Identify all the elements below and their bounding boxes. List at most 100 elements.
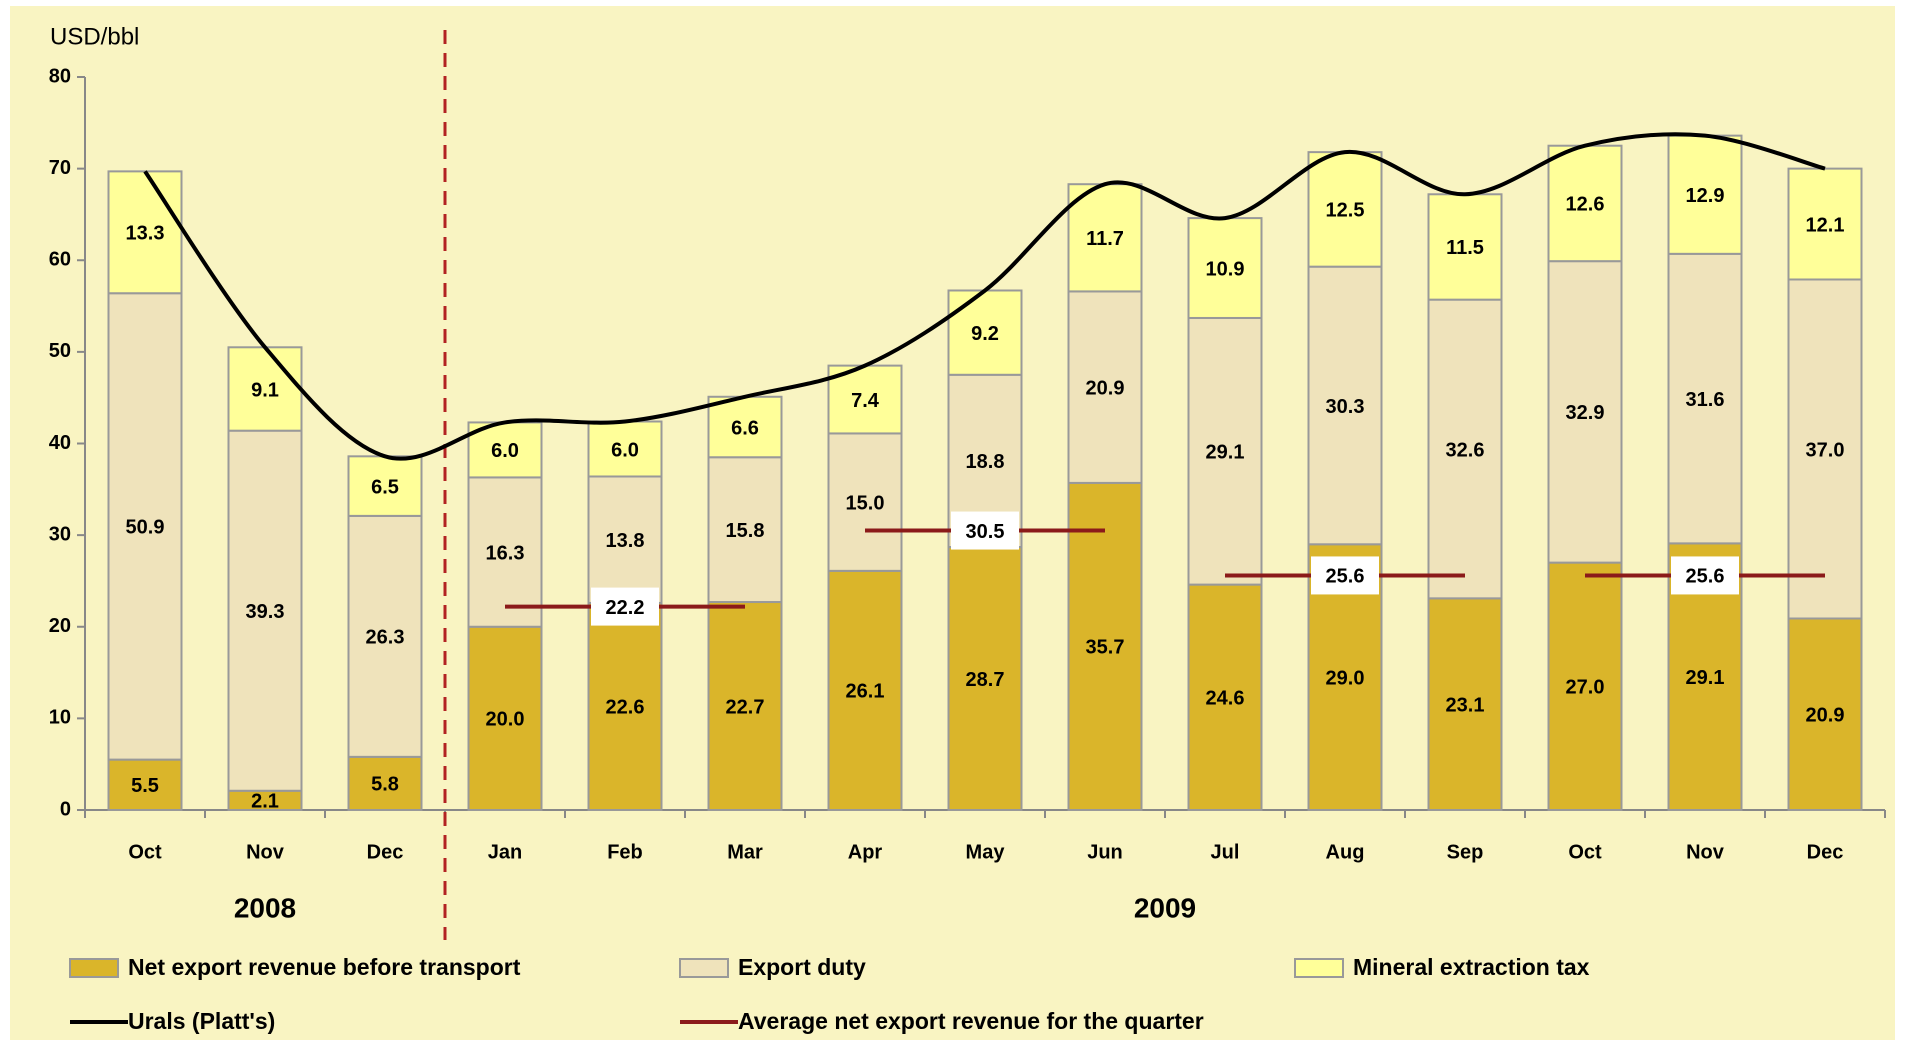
legend-label: Urals (Platt's) bbox=[128, 1008, 275, 1034]
data-label: 22.7 bbox=[726, 696, 765, 718]
quarter-label-box bbox=[951, 511, 1019, 550]
bar-segment bbox=[347, 514, 423, 758]
data-label: 11.5 bbox=[1446, 237, 1484, 259]
data-label: 12.6 bbox=[1566, 194, 1605, 216]
data-label: 9.1 bbox=[251, 379, 279, 401]
y-tick-label: 0 bbox=[60, 798, 71, 820]
bar-segment bbox=[107, 292, 183, 761]
bar-segment bbox=[1667, 134, 1743, 255]
data-label: 16.3 bbox=[486, 542, 525, 564]
bar-segment bbox=[587, 475, 663, 604]
data-label: 22.6 bbox=[606, 697, 645, 719]
x-tick-label: Oct bbox=[128, 841, 162, 863]
bar-segment bbox=[1067, 290, 1143, 484]
bar-segment bbox=[107, 758, 183, 812]
bar-segment bbox=[827, 432, 903, 572]
bar-segment bbox=[1187, 583, 1263, 811]
data-label: 32.6 bbox=[1446, 439, 1485, 461]
bar-segment bbox=[107, 170, 183, 295]
data-label: 37.0 bbox=[1806, 439, 1845, 461]
data-label: 6.5 bbox=[371, 476, 399, 498]
data-label: 20.0 bbox=[486, 709, 525, 731]
data-label: 20.9 bbox=[1806, 705, 1845, 727]
quarter-average-label: 22.2 bbox=[606, 597, 645, 619]
data-label: 12.9 bbox=[1686, 185, 1725, 207]
data-label: 13.8 bbox=[606, 530, 645, 552]
quarter-average-label: 25.6 bbox=[1686, 566, 1725, 588]
data-label: 29.1 bbox=[1686, 667, 1725, 689]
x-tick-label: Dec bbox=[367, 841, 404, 863]
data-label: 9.2 bbox=[971, 323, 999, 345]
data-label: 27.0 bbox=[1566, 677, 1605, 699]
bar-segment bbox=[1547, 561, 1623, 811]
quarter-label-box bbox=[1311, 556, 1379, 595]
x-tick-label: Jul bbox=[1211, 841, 1240, 863]
x-tick-label: Jan bbox=[488, 841, 522, 863]
urals-line bbox=[143, 132, 1826, 461]
group-label: 2009 bbox=[1134, 892, 1196, 923]
bar-segment bbox=[227, 346, 303, 432]
data-label: 7.4 bbox=[851, 390, 880, 412]
x-tick-label: Mar bbox=[727, 841, 763, 863]
y-tick-label: 40 bbox=[49, 432, 71, 454]
data-label: 35.7 bbox=[1086, 637, 1125, 659]
bar-segment bbox=[227, 429, 303, 792]
data-label: 31.6 bbox=[1686, 389, 1725, 411]
x-tick-label: Apr bbox=[848, 841, 883, 863]
bar-segment bbox=[1307, 265, 1383, 546]
bar-segment bbox=[1787, 278, 1863, 620]
data-label: 23.1 bbox=[1446, 694, 1485, 716]
data-label: 26.1 bbox=[846, 681, 885, 703]
bar-segment bbox=[707, 601, 783, 811]
x-tick-label: Sep bbox=[1447, 841, 1484, 863]
bar-segment bbox=[347, 755, 423, 811]
bar-segment bbox=[1427, 193, 1503, 301]
data-label: 5.8 bbox=[371, 774, 399, 796]
x-tick-label: Nov bbox=[1686, 841, 1725, 863]
bar-segment bbox=[467, 625, 543, 811]
data-label: 28.7 bbox=[966, 669, 1005, 691]
data-label: 20.9 bbox=[1086, 377, 1125, 399]
bar-segment bbox=[1067, 183, 1143, 293]
legend-label: Net export revenue before transport bbox=[128, 954, 521, 980]
bar-segment bbox=[1427, 597, 1503, 811]
data-label: 32.9 bbox=[1566, 402, 1605, 424]
quarter-average-label: 25.6 bbox=[1326, 566, 1365, 588]
data-label: 12.5 bbox=[1326, 200, 1365, 222]
legend-label: Export duty bbox=[738, 954, 866, 980]
legend-swatch bbox=[1294, 958, 1344, 978]
data-label: 15.0 bbox=[846, 492, 885, 514]
data-label: 15.8 bbox=[726, 520, 765, 542]
legend-label: Mineral extraction tax bbox=[1353, 954, 1590, 980]
data-label: 13.3 bbox=[126, 223, 165, 245]
y-tick-label: 10 bbox=[49, 707, 71, 729]
data-label: 24.6 bbox=[1206, 688, 1245, 710]
x-tick-label: Jun bbox=[1087, 841, 1123, 863]
bar-segment bbox=[1667, 252, 1743, 545]
legend-swatch bbox=[69, 958, 119, 978]
quarter-label-box bbox=[591, 587, 659, 626]
data-label: 6.0 bbox=[611, 439, 639, 461]
bar-segment bbox=[1067, 481, 1143, 811]
x-tick-label: Aug bbox=[1326, 841, 1365, 863]
data-label: 5.5 bbox=[131, 775, 159, 797]
data-label: 6.6 bbox=[731, 417, 759, 439]
quarter-average-label: 30.5 bbox=[966, 521, 1005, 543]
data-label: 18.8 bbox=[966, 451, 1005, 473]
x-tick-label: Dec bbox=[1807, 841, 1844, 863]
data-label: 39.3 bbox=[246, 601, 285, 623]
y-tick-label: 50 bbox=[49, 340, 71, 362]
x-tick-label: Oct bbox=[1568, 841, 1602, 863]
y-tick-label: 60 bbox=[49, 249, 71, 271]
data-label: 26.3 bbox=[366, 627, 405, 649]
bar-segment bbox=[1187, 316, 1263, 586]
legend-label: Average net export revenue for the quart… bbox=[738, 1008, 1204, 1034]
bar-segment bbox=[467, 476, 543, 628]
x-tick-label: Nov bbox=[246, 841, 285, 863]
y-axis-label: USD/bbl bbox=[50, 23, 139, 50]
data-label: 29.1 bbox=[1206, 442, 1245, 464]
data-label: 6.0 bbox=[491, 440, 519, 462]
data-label: 30.3 bbox=[1326, 396, 1365, 418]
y-tick-label: 70 bbox=[49, 157, 71, 179]
